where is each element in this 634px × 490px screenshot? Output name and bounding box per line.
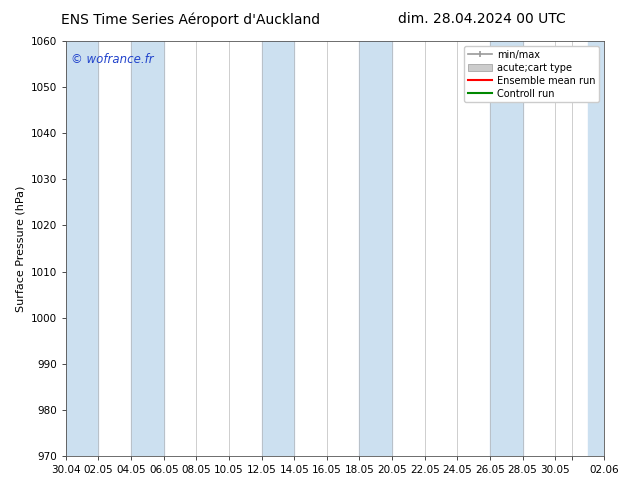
Text: ENS Time Series Aéroport d'Auckland: ENS Time Series Aéroport d'Auckland [61,12,320,27]
Text: © wofrance.fr: © wofrance.fr [71,53,154,67]
Bar [490,41,522,456]
Bar [262,41,294,456]
Text: dim. 28.04.2024 00 UTC: dim. 28.04.2024 00 UTC [398,12,566,26]
Bar [131,41,164,456]
Bar [359,41,392,456]
Bar [588,41,604,456]
Bar [66,41,98,456]
Y-axis label: Surface Pressure (hPa): Surface Pressure (hPa) [15,185,25,312]
Legend: min/max, acute;cart type, Ensemble mean run, Controll run: min/max, acute;cart type, Ensemble mean … [464,46,599,102]
